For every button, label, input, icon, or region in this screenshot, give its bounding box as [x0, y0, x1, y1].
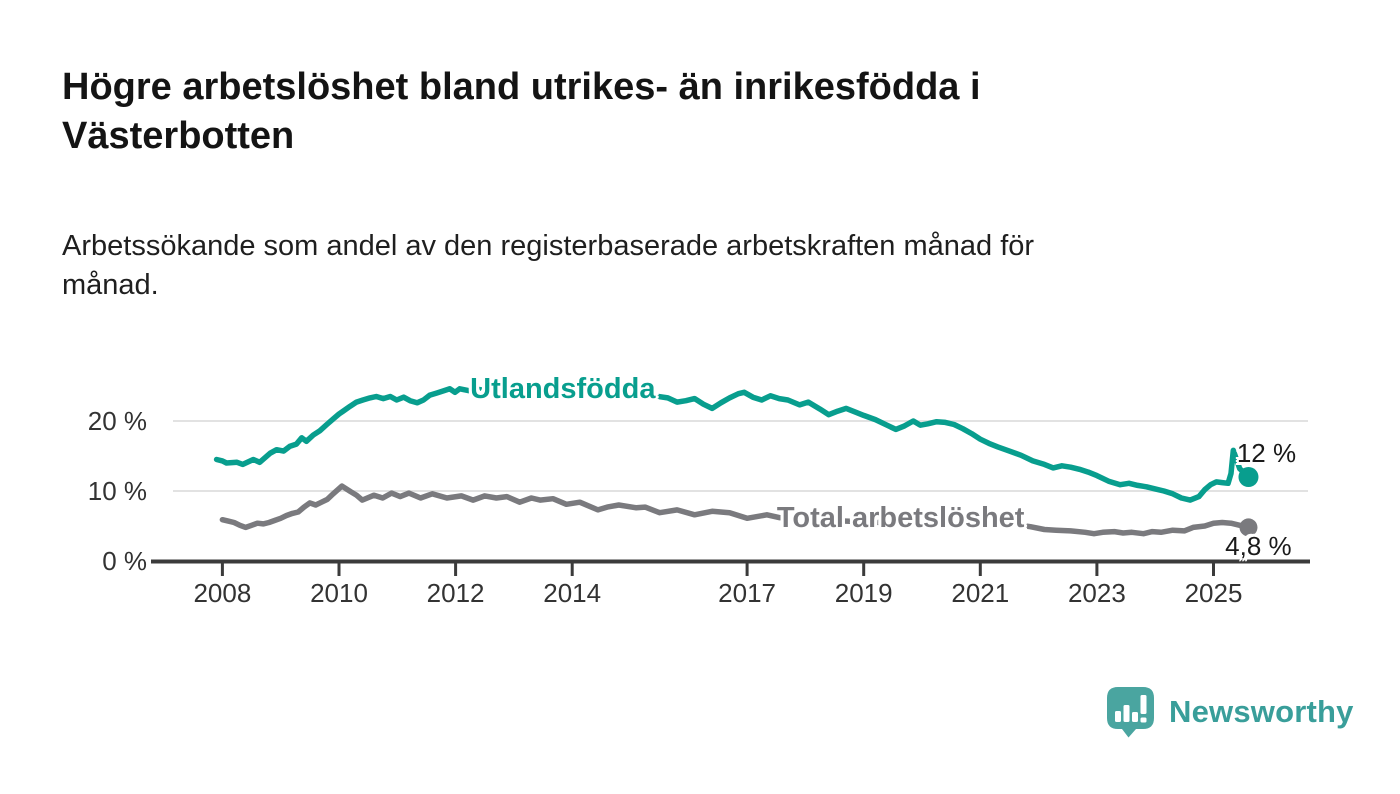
- title-line-2: Västerbotten: [62, 115, 295, 157]
- title-line-1: Högre arbetslöshet bland utrikes- än inr…: [62, 66, 981, 108]
- x-tick-label: 2008: [193, 578, 252, 608]
- newsworthy-wordmark: Newsworthy: [1169, 694, 1354, 729]
- newsworthy-logo-icon: [1107, 687, 1154, 738]
- subtitle-line-1: Arbetssökande som andel av den registerb…: [62, 230, 1035, 262]
- y-tick-label: 0 %: [102, 546, 147, 576]
- series-label-total: Total arbetslöshet: [776, 502, 1025, 535]
- chart-subtitle: Arbetssökande som andel av den registerb…: [62, 227, 1322, 305]
- series-line-total: [219, 483, 1252, 537]
- newsworthy-logo[interactable]: Newsworthy: [1106, 686, 1354, 738]
- end-dot-utlandsfodda: [1238, 467, 1259, 487]
- x-tick-label: 2010: [310, 578, 368, 608]
- x-tick-label: 2021: [951, 578, 1010, 608]
- series-line-utlandsfodda: [213, 386, 1252, 503]
- x-tick-label: 2012: [426, 578, 485, 608]
- end-value-label-total: 4,8 %: [1225, 531, 1292, 562]
- x-tick-label: 2023: [1067, 578, 1126, 608]
- page-title: Högre arbetslöshet bland utrikes- än inr…: [62, 63, 1352, 161]
- x-tick-label: 2014: [543, 578, 602, 608]
- x-tick-label: 2019: [834, 578, 893, 608]
- x-tick-label: 2025: [1184, 578, 1243, 608]
- x-tick-label: 2017: [718, 578, 777, 608]
- y-tick-label: 10 %: [87, 476, 147, 506]
- end-value-label-utlandsfodda: 12 %: [1236, 438, 1297, 469]
- series-label-utlandsfodda: Utlandsfödda: [470, 372, 656, 405]
- subtitle-line-2: månad.: [62, 269, 159, 301]
- end-dot-total: [1239, 518, 1258, 537]
- y-tick-label: 20 %: [87, 406, 147, 436]
